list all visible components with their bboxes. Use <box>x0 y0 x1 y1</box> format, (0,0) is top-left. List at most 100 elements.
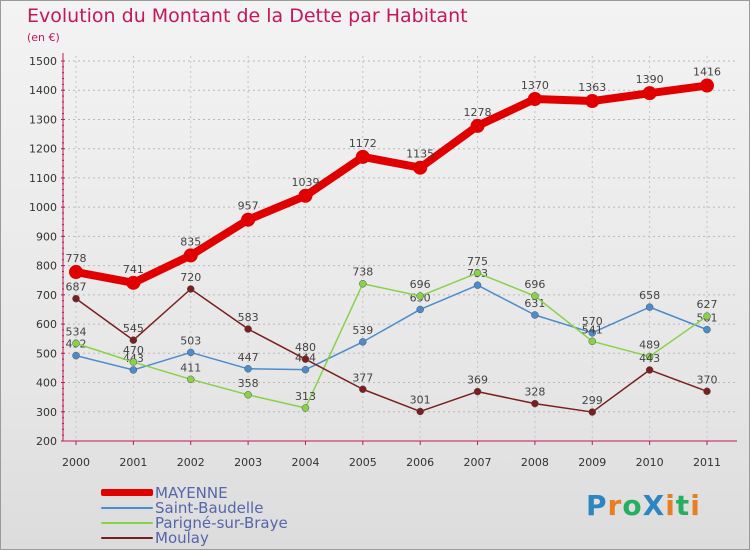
data-point-mayenne <box>241 212 256 227</box>
data-point-mayenne <box>642 86 657 101</box>
data-label-saint-baudelle: 658 <box>639 289 660 302</box>
series-line-parign-sur-braye <box>75 272 708 409</box>
data-label-saint-baudelle: 503 <box>180 334 201 347</box>
data-point-moulay <box>416 407 424 416</box>
data-label-parign-sur-braye: 489 <box>639 339 660 352</box>
data-point-saint-baudelle <box>359 338 367 346</box>
data-point-mayenne <box>298 188 313 203</box>
data-label-mayenne: 1363 <box>578 81 606 94</box>
data-point-moulay <box>645 366 654 374</box>
data-label-moulay: 328 <box>524 386 545 399</box>
data-point-saint-baudelle <box>244 365 252 373</box>
legend-label: MAYENNE <box>155 484 228 502</box>
x-tick-label: 2008 <box>521 456 549 469</box>
y-tick-label: 900 <box>36 230 57 243</box>
y-tick-label: 500 <box>36 347 57 360</box>
y-tick-label: 700 <box>36 289 57 302</box>
data-label-parign-sur-braye: 627 <box>697 298 718 311</box>
y-tick-label: 400 <box>36 377 57 390</box>
data-point-moulay <box>703 387 711 396</box>
data-label-mayenne: 1370 <box>521 79 549 92</box>
data-label-parign-sur-braye: 313 <box>295 390 316 403</box>
legend-swatch <box>101 507 153 509</box>
x-tick-label: 2004 <box>291 456 319 469</box>
data-label-moulay: 299 <box>582 394 603 407</box>
y-tick-label: 1400 <box>29 84 57 97</box>
data-label-parign-sur-braye: 738 <box>352 266 373 279</box>
data-label-mayenne: 1135 <box>406 148 434 161</box>
data-point-parign-sur-braye <box>588 337 597 346</box>
series-line-moulay <box>75 288 708 413</box>
data-point-saint-baudelle <box>129 366 138 374</box>
data-label-moulay: 583 <box>238 311 259 324</box>
data-point-parign-sur-braye <box>703 312 711 320</box>
logo-letter: P <box>586 489 608 522</box>
chart-subtitle: (en €) <box>27 31 60 44</box>
data-label-parign-sur-braye: 534 <box>66 325 87 338</box>
logo-letter: i <box>690 489 701 522</box>
chart-legend: MAYENNE Saint-Baudelle Parigné-sur-Braye Mo… <box>101 484 361 547</box>
data-point-moulay <box>359 385 367 394</box>
data-label-parign-sur-braye: 411 <box>180 361 201 374</box>
x-tick-label: 2010 <box>636 456 664 469</box>
data-point-parign-sur-braye <box>244 391 252 399</box>
data-label-mayenne: 741 <box>123 263 144 276</box>
logo-letter: o <box>622 489 643 522</box>
data-label-mayenne: 957 <box>238 200 259 213</box>
x-tick-label: 2006 <box>406 456 434 469</box>
logo-letter: r <box>607 489 623 522</box>
data-point-parign-sur-braye <box>645 352 654 361</box>
data-label-parign-sur-braye: 775 <box>467 255 488 268</box>
data-point-mayenne <box>585 94 600 109</box>
data-label-parign-sur-braye: 696 <box>524 278 545 291</box>
y-tick-label: 1300 <box>29 113 57 126</box>
data-point-saint-baudelle <box>186 348 195 357</box>
x-tick-label: 2000 <box>62 456 90 469</box>
data-point-moulay <box>72 294 80 303</box>
chart-title: Evolution du Montant de la Dette par Hab… <box>27 5 468 27</box>
data-point-mayenne <box>183 248 198 263</box>
data-point-moulay <box>588 408 597 416</box>
legend-item-moulay: Moulay <box>101 529 361 547</box>
data-point-parign-sur-braye <box>359 279 367 288</box>
x-tick-label: 2005 <box>349 456 377 469</box>
data-point-saint-baudelle <box>301 365 310 374</box>
y-tick-label: 800 <box>36 260 57 273</box>
data-label-moulay: 369 <box>467 374 488 387</box>
legend-label: Parigné-sur-Braye <box>155 514 288 532</box>
y-tick-label: 600 <box>36 318 57 331</box>
proxiti-logo: ProXiti <box>586 489 701 522</box>
data-label-moulay: 720 <box>180 271 201 284</box>
data-point-saint-baudelle <box>645 303 654 311</box>
data-point-parign-sur-braye <box>186 375 195 384</box>
data-point-saint-baudelle <box>416 305 424 314</box>
data-point-mayenne <box>69 265 83 280</box>
data-point-saint-baudelle <box>72 351 80 360</box>
data-point-mayenne <box>470 118 485 133</box>
data-point-moulay <box>531 399 539 408</box>
data-label-parign-sur-braye: 541 <box>582 323 603 336</box>
data-point-saint-baudelle <box>588 329 597 337</box>
data-point-moulay <box>244 325 252 333</box>
data-label-moulay: 377 <box>352 371 373 384</box>
x-tick-label: 2007 <box>464 456 492 469</box>
legend-swatch <box>101 522 153 524</box>
data-point-parign-sur-braye <box>416 292 424 300</box>
legend-label: Saint-Baudelle <box>155 499 264 517</box>
legend-swatch <box>101 537 153 539</box>
data-label-moulay: 443 <box>639 352 660 365</box>
data-point-parign-sur-braye <box>473 269 482 277</box>
data-point-mayenne <box>126 275 141 290</box>
y-tick-label: 1100 <box>29 172 57 185</box>
data-label-parign-sur-braye: 358 <box>238 377 259 390</box>
x-tick-label: 2003 <box>234 456 262 469</box>
data-label-moulay: 545 <box>123 322 144 335</box>
data-point-mayenne <box>700 78 714 93</box>
data-point-saint-baudelle <box>531 311 539 319</box>
legend-label: Moulay <box>155 529 209 547</box>
data-label-mayenne: 1172 <box>349 137 377 150</box>
data-point-moulay <box>129 336 138 344</box>
x-tick-label: 2002 <box>177 456 205 469</box>
